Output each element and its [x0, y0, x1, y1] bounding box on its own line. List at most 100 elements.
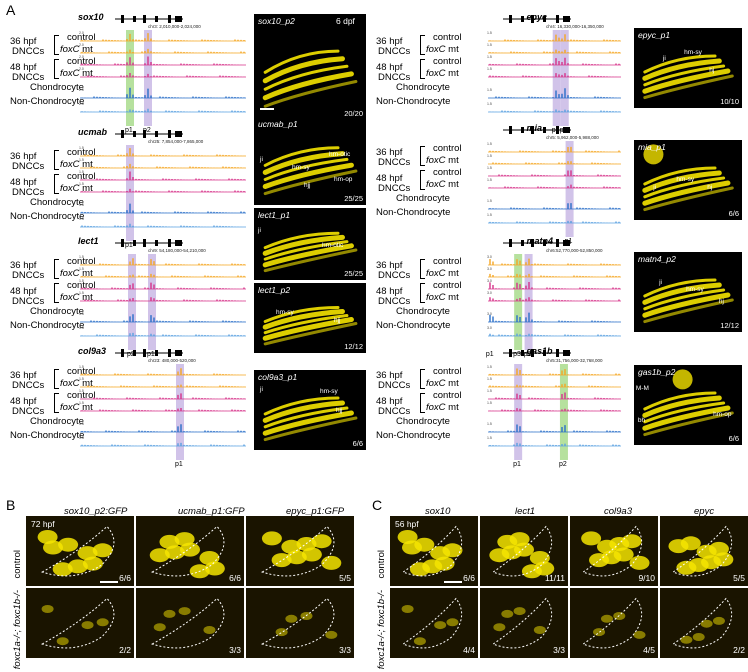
- label-non-chondrocyte: Non-Chondrocyte: [10, 96, 85, 107]
- panel-letter-c: C: [372, 497, 383, 513]
- label-dnccs: DNCCs: [378, 46, 411, 57]
- panel-letter-b: B: [6, 497, 16, 513]
- label-control: control: [433, 167, 462, 178]
- micrograph-title: epyc_p1: [638, 30, 671, 40]
- svg-text:1.5: 1.5: [487, 199, 492, 203]
- label-chondrocyte: Chondrocyte: [396, 306, 450, 317]
- label-control: control: [67, 147, 96, 158]
- gene-model-epyc: [503, 15, 571, 23]
- count-label: 6/6: [119, 573, 131, 583]
- stage-label: 72 hpf: [31, 519, 55, 529]
- panel-c-image-r1-c0: 4/4: [390, 588, 478, 658]
- signal-tracks-lect1: 1.5 1.5 1.5 1.5 1.5 1.5: [79, 254, 246, 350]
- label-foxc-mt: foxC mt: [60, 292, 93, 303]
- micrograph-gas1b-p2: gas1b_p2 6/6 M-M bh hm-op: [634, 365, 742, 445]
- micrograph-title: lect1_p1: [258, 210, 291, 220]
- col-label-sox10-p2: sox10_p2:GFP: [64, 506, 128, 517]
- annotation-hm-op: hm-op: [713, 411, 732, 419]
- label-control: control: [67, 171, 96, 182]
- label-control: control: [433, 256, 462, 267]
- micrograph-col9a3-p1: col9a3_p1 6/6 ji hm-sy hjj: [254, 370, 366, 450]
- panel-letter-a: A: [6, 2, 16, 18]
- label-dnccs: DNCCs: [378, 270, 411, 281]
- count-label: 10/10: [720, 97, 739, 106]
- annotation-hm-sy: hm-sy: [276, 309, 294, 317]
- row-label-control-b: control: [12, 550, 23, 579]
- svg-text:1.5: 1.5: [79, 401, 84, 405]
- gene-model-mia: [503, 126, 571, 134]
- label-foxc-mt: foxC mt: [426, 268, 459, 279]
- svg-text:2.0: 2.0: [79, 43, 84, 47]
- row-label-mutant-c: foxc1a-/-; foxc1b-/-: [376, 590, 387, 670]
- panel-c-image-r0-c0: 56 hpf 6/6: [390, 516, 478, 586]
- label-foxc-mt: foxC mt: [60, 268, 93, 279]
- svg-text:1.5: 1.5: [79, 146, 84, 150]
- micrograph-sox10-p2: sox10_p2 6 dpf 20/20: [254, 14, 366, 120]
- stage-label: 6 dpf: [336, 16, 355, 26]
- label-foxc-mt: foxC mt: [60, 183, 93, 194]
- micrograph-title: lect1_p2: [258, 285, 291, 295]
- label-control: control: [433, 32, 462, 43]
- label-dnccs: DNCCs: [12, 406, 45, 417]
- signal-tracks-matn4: 3.0 3.0 3.0 3.0 3.0 3.0: [487, 254, 621, 350]
- label-foxc-mt: foxC mt: [426, 378, 459, 389]
- svg-text:3.0: 3.0: [487, 291, 492, 295]
- svg-text:1.5: 1.5: [487, 67, 492, 71]
- count-label: 4/4: [463, 645, 475, 655]
- label-36hpf: 36 hpf: [10, 151, 37, 162]
- panel-c-image-r1-c3: 2/2: [660, 588, 748, 658]
- label-foxc-mt: foxC mt: [426, 292, 459, 303]
- label-48hpf: 48 hpf: [376, 286, 403, 297]
- label-dnccs: DNCCs: [12, 187, 45, 198]
- peak-label-p1: p1: [147, 351, 155, 358]
- panel-c-image-r0-c3: 5/5: [660, 516, 748, 586]
- label-dnccs: DNCCs: [12, 161, 45, 172]
- label-control: control: [433, 390, 462, 401]
- scale-bar: [444, 581, 462, 583]
- label-control: control: [67, 32, 96, 43]
- label-dnccs: DNCCs: [12, 270, 45, 281]
- svg-text:2.0: 2.0: [79, 67, 84, 71]
- svg-text:1.5: 1.5: [487, 142, 492, 146]
- annotation-hm-op: hm-op: [334, 175, 353, 183]
- label-48hpf: 48 hpf: [376, 62, 403, 73]
- micrograph-epyc-p1: epyc_p1 10/10 hm-sy ji hj: [634, 28, 742, 108]
- micrograph-title: ucmab_p1: [258, 119, 298, 129]
- row-label-control-c: control: [376, 550, 387, 579]
- label-foxc-mt: foxC mt: [426, 179, 459, 190]
- gene-name-col9a3: col9a3: [78, 346, 107, 356]
- scale-bar: [260, 108, 274, 110]
- signal-tracks-mia: 1.5 1.5 1.5 1.5 1.5 1.5: [487, 141, 621, 237]
- svg-text:1.5: 1.5: [487, 154, 492, 158]
- svg-text:2.0: 2.0: [79, 31, 84, 35]
- svg-text:1.5: 1.5: [79, 377, 84, 381]
- svg-text:3.0: 3.0: [487, 326, 492, 330]
- bracket: [54, 283, 59, 303]
- label-36hpf: 36 hpf: [10, 36, 37, 47]
- signal-tracks-epyc: 1.5 1.5 1.5 1.5 1.5 1.5: [487, 30, 621, 126]
- label-foxc-mt: foxC mt: [60, 44, 93, 55]
- bracket: [54, 174, 59, 194]
- count-label: 2/2: [733, 645, 745, 655]
- count-label: 25/25: [344, 269, 363, 278]
- label-foxc-mt: foxC mt: [426, 155, 459, 166]
- label-dnccs: DNCCs: [378, 72, 411, 83]
- bracket: [54, 259, 59, 279]
- gene-name-sox10: sox10: [78, 12, 104, 22]
- gene-name-ucmab: ucmab: [78, 127, 108, 137]
- count-label: 25/25: [344, 194, 363, 203]
- peak-label-p1: p1: [175, 461, 183, 468]
- peak-label-p2: p2: [127, 351, 135, 358]
- label-36hpf: 36 hpf: [376, 36, 403, 47]
- stage-label: 56 hpf: [395, 519, 419, 529]
- svg-text:1.5: 1.5: [79, 267, 84, 271]
- svg-text:3.0: 3.0: [487, 267, 492, 271]
- svg-text:1.5: 1.5: [79, 312, 84, 316]
- panel-b-image-r0-c2: 5/5: [246, 516, 354, 586]
- bracket: [420, 146, 425, 166]
- label-control: control: [433, 56, 462, 67]
- bracket: [54, 393, 59, 413]
- peak-label-p2: p2: [558, 461, 567, 468]
- label-foxc-mt: foxC mt: [60, 378, 93, 389]
- svg-text:1.5: 1.5: [487, 178, 492, 182]
